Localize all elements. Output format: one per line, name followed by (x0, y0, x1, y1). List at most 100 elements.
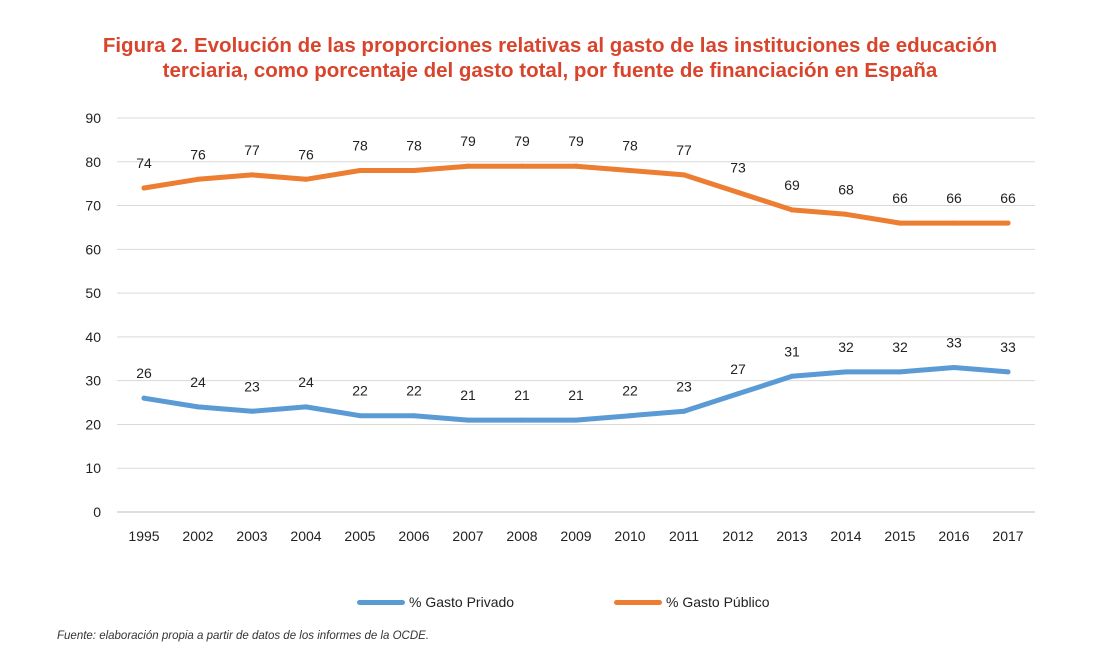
series-lines (141, 163, 1011, 423)
data-point (681, 172, 687, 178)
data-point (1005, 220, 1011, 226)
data-point (735, 391, 741, 397)
data-label: 78 (406, 138, 422, 154)
data-label: 76 (298, 146, 314, 162)
data-label: 74 (136, 155, 152, 171)
legend: % Gasto Privado % Gasto Público (0, 594, 1100, 614)
legend-label-publico: % Gasto Público (666, 594, 770, 610)
x-tick-label: 2011 (669, 528, 699, 544)
x-tick-label: 2016 (938, 528, 969, 544)
data-label: 76 (190, 146, 206, 162)
x-tick-label: 2008 (506, 528, 537, 544)
x-tick-label: 2003 (236, 528, 267, 544)
data-point (195, 176, 201, 182)
y-tick-label: 40 (85, 329, 101, 345)
gridlines (117, 117, 1035, 513)
y-tick-label: 50 (85, 285, 101, 301)
data-point (789, 373, 795, 379)
data-point (843, 369, 849, 375)
data-point (897, 220, 903, 226)
data-label: 66 (892, 190, 908, 206)
chart-title: Figura 2. Evolución de las proporciones … (0, 33, 1100, 83)
x-tick-label: 2009 (560, 528, 591, 544)
data-point (951, 365, 957, 371)
x-tick-label: 2006 (398, 528, 429, 544)
legend-swatch-privado (357, 599, 405, 605)
data-label: 24 (190, 374, 206, 390)
y-tick-label: 10 (85, 460, 101, 476)
data-label: 32 (892, 339, 908, 355)
x-tick-label: 2014 (830, 528, 861, 544)
data-labels: 26 24 23 24 22 22 21 21 21 22 23 27 31 32 32 33 33 74 76 77… (136, 133, 1016, 403)
data-point (249, 408, 255, 414)
data-label: 22 (622, 383, 638, 399)
data-label: 22 (352, 383, 368, 399)
data-point (141, 185, 147, 191)
legend-item-privado: % Gasto Privado (357, 594, 514, 610)
data-label: 79 (460, 133, 476, 149)
data-point (681, 408, 687, 414)
data-label: 69 (784, 177, 800, 193)
data-point (357, 168, 363, 174)
data-label: 23 (676, 378, 692, 394)
data-point (735, 189, 741, 195)
data-point (789, 207, 795, 213)
data-label: 31 (784, 343, 800, 359)
data-point (1005, 369, 1011, 375)
data-point (411, 168, 417, 174)
data-label: 66 (1000, 190, 1016, 206)
y-tick-label: 70 (85, 198, 101, 214)
legend-swatch-publico (614, 599, 662, 605)
source-note: Fuente: elaboración propia a partir de d… (57, 630, 430, 642)
data-label: 66 (946, 190, 962, 206)
data-label: 78 (622, 138, 638, 154)
data-point (465, 163, 471, 169)
series-line-1 (141, 163, 1011, 226)
data-point (573, 163, 579, 169)
x-tick-label: 2017 (992, 528, 1023, 544)
data-label: 22 (406, 383, 422, 399)
y-tick-label: 0 (93, 504, 101, 520)
data-point (843, 211, 849, 217)
y-tick-label: 30 (85, 373, 101, 389)
x-tick-label: 2005 (344, 528, 375, 544)
y-tick-label: 80 (85, 154, 101, 170)
data-label: 23 (244, 378, 260, 394)
legend-item-publico: % Gasto Público (614, 594, 770, 610)
x-tick-label: 2010 (614, 528, 645, 544)
data-point (519, 417, 525, 423)
x-axis-ticks: 1995 2002 2003 2004 2005 2006 2007 2008 2009 2010… (128, 528, 1023, 544)
data-label: 21 (568, 387, 584, 403)
data-label: 73 (730, 159, 746, 175)
data-label: 27 (730, 361, 746, 377)
data-point (951, 220, 957, 226)
chart-title-line-1: Figura 2. Evolución de las proporciones … (102, 34, 998, 57)
data-label: 21 (460, 387, 476, 403)
data-label: 79 (568, 133, 584, 149)
data-point (627, 413, 633, 419)
x-tick-label: 2015 (884, 528, 915, 544)
y-tick-label: 90 (85, 110, 101, 126)
data-point (519, 163, 525, 169)
x-tick-label: 1995 (128, 528, 159, 544)
data-label: 24 (298, 374, 314, 390)
data-point (357, 413, 363, 419)
data-label: 79 (514, 133, 530, 149)
legend-label-privado: % Gasto Privado (409, 594, 515, 610)
x-tick-label: 2007 (452, 528, 483, 544)
y-tick-label: 20 (85, 416, 101, 432)
x-tick-label: 2002 (182, 528, 213, 544)
data-point (303, 176, 309, 182)
data-label: 77 (676, 142, 692, 158)
data-point (141, 395, 147, 401)
data-label: 68 (838, 181, 854, 197)
x-tick-label: 2013 (776, 528, 807, 544)
data-label: 78 (352, 138, 368, 154)
data-point (573, 417, 579, 423)
data-label: 77 (244, 142, 260, 158)
data-point (465, 417, 471, 423)
x-tick-label: 2012 (722, 528, 753, 544)
data-label: 33 (1000, 339, 1016, 355)
data-label: 32 (838, 339, 854, 355)
